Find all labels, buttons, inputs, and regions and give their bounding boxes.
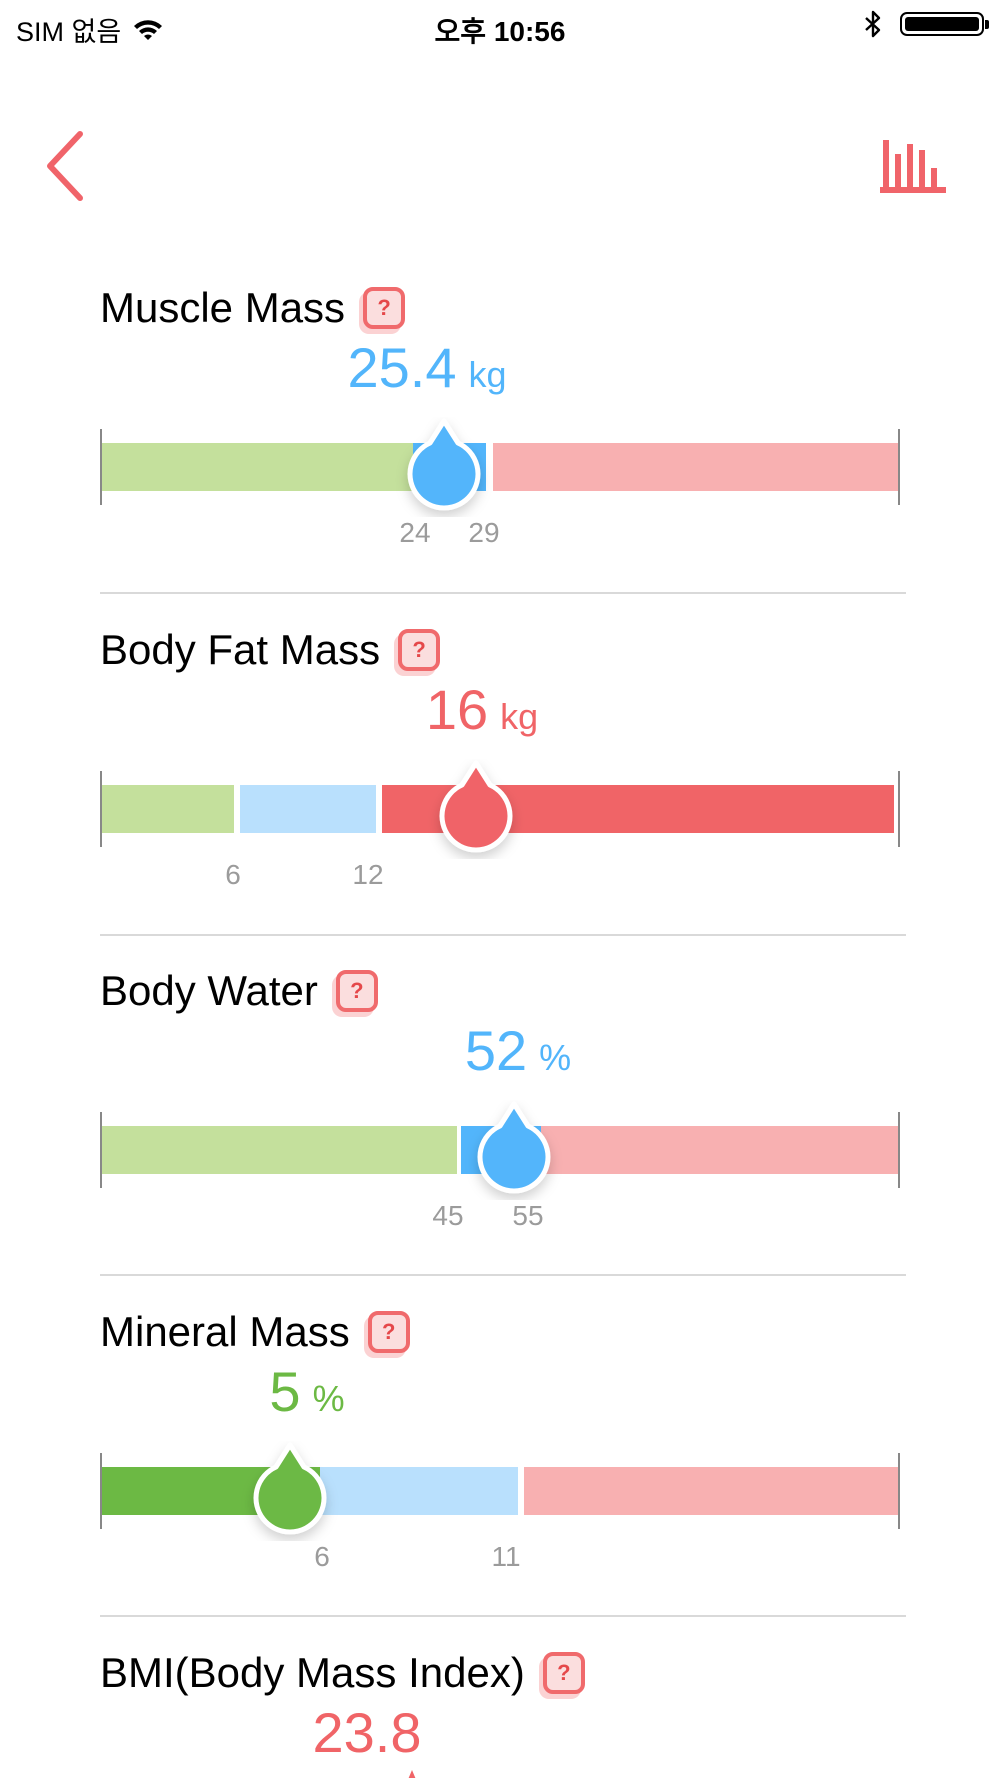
body-water-high-range xyxy=(541,1126,900,1174)
section-divider xyxy=(100,592,906,594)
mineral-mass-help-button[interactable]: ? xyxy=(367,1311,410,1353)
mineral-mass-number: 5 xyxy=(269,1360,301,1423)
body-water-section: Body Water ? 52% 45 55 xyxy=(100,966,900,1231)
body-water-title-row: Body Water ? xyxy=(100,966,378,1016)
muscle-mass-low-range xyxy=(100,443,413,491)
body-water-help-button[interactable]: ? xyxy=(335,970,378,1012)
muscle-mass-threshold-high: 29 xyxy=(468,517,500,548)
body-water-threshold-low: 45 xyxy=(432,1200,464,1231)
status-left: SIM 없음 xyxy=(16,10,165,49)
body-fat-mass-value: 16 kg xyxy=(426,677,538,742)
body-water-unit: % xyxy=(539,1037,572,1078)
body-fat-mass-title: Body Fat Mass xyxy=(100,626,381,673)
body-water-threshold-high: 55 xyxy=(512,1200,544,1231)
bmi-title-row: BMI(Body Mass Index) ? xyxy=(100,1648,585,1698)
section-divider xyxy=(100,934,906,936)
mineral-mass-title-row: Mineral Mass ? xyxy=(100,1307,410,1357)
section-divider xyxy=(100,1274,906,1276)
battery-icon xyxy=(900,12,989,36)
mineral-mass-section: Mineral Mass ? 5% 6 11 xyxy=(100,1307,900,1572)
body-water-title: Body Water xyxy=(100,967,318,1014)
mineral-mass-unit: % xyxy=(312,1378,345,1419)
bar-end-line xyxy=(898,429,900,505)
chart-button[interactable] xyxy=(880,132,952,194)
bluetooth-icon xyxy=(865,10,881,38)
bar-chart-icon xyxy=(880,140,946,193)
mineral-mass-bar xyxy=(100,1453,900,1529)
status-right xyxy=(864,10,989,38)
body-water-value: 52% xyxy=(465,1018,571,1083)
bar-start-line xyxy=(100,429,102,505)
chevron-left-icon xyxy=(47,131,83,201)
muscle-mass-high-range xyxy=(493,443,900,491)
body-fat-mass-title-row: Body Fat Mass ? xyxy=(100,625,441,675)
mineral-mass-threshold-high: 11 xyxy=(491,1541,521,1572)
mineral-mass-normal-range xyxy=(320,1467,518,1515)
muscle-mass-help-button[interactable]: ? xyxy=(363,287,406,329)
bar-start-line xyxy=(100,771,102,847)
bar-end-line xyxy=(898,1453,900,1529)
mineral-mass-high-range xyxy=(524,1467,900,1515)
wifi-icon xyxy=(134,19,163,40)
mineral-mass-value: 5% xyxy=(269,1359,344,1424)
mineral-mass-marker[interactable] xyxy=(240,1441,340,1541)
body-fat-mass-threshold-high: 12 xyxy=(352,859,384,890)
body-water-number: 52 xyxy=(464,1019,528,1082)
mineral-mass-title: Mineral Mass xyxy=(100,1308,350,1355)
muscle-mass-section: Muscle Mass ? 25.4 kg 24 29 xyxy=(100,283,900,548)
body-fat-mass-unit: kg xyxy=(500,696,539,737)
muscle-mass-bar xyxy=(100,429,900,505)
muscle-mass-title-row: Muscle Mass ? xyxy=(100,283,406,333)
status-time: 오후 10:56 xyxy=(434,16,566,47)
muscle-mass-title: Muscle Mass xyxy=(100,284,346,331)
carrier-label: SIM 없음 xyxy=(16,17,122,47)
muscle-mass-marker[interactable] xyxy=(394,417,494,517)
bmi-value: 23.8 xyxy=(313,1700,422,1765)
bar-end-line xyxy=(898,771,900,847)
bar-start-line xyxy=(100,1453,102,1529)
body-water-marker[interactable] xyxy=(464,1100,564,1200)
bmi-marker[interactable] xyxy=(392,1769,432,1778)
bmi-number: 23.8 xyxy=(312,1701,422,1764)
bmi-section: BMI(Body Mass Index) ? 23.8 xyxy=(100,1648,900,1778)
body-fat-mass-number: 16 xyxy=(425,678,489,741)
body-fat-mass-section: Body Fat Mass ? 16 kg 6 12 xyxy=(100,625,900,890)
back-button[interactable] xyxy=(38,126,94,206)
body-fat-mass-bar xyxy=(100,771,900,847)
body-fat-mass-normal-range xyxy=(240,785,376,833)
section-divider xyxy=(100,1615,906,1617)
bar-end-line xyxy=(898,1112,900,1188)
bmi-help-button[interactable]: ? xyxy=(542,1652,585,1694)
status-bar: SIM 없음 오후 10:56 xyxy=(0,0,1000,56)
mineral-mass-threshold-low: 6 xyxy=(314,1541,330,1572)
muscle-mass-value: 25.4 kg xyxy=(347,335,506,400)
bmi-title: BMI(Body Mass Index) xyxy=(100,1649,525,1696)
muscle-mass-number: 25.4 xyxy=(347,336,457,399)
muscle-mass-unit: kg xyxy=(468,354,507,395)
bar-start-line xyxy=(100,1112,102,1188)
body-fat-mass-threshold-low: 6 xyxy=(225,859,241,890)
muscle-mass-threshold-low: 24 xyxy=(399,517,431,548)
body-fat-mass-marker[interactable] xyxy=(426,759,526,859)
body-fat-mass-help-button[interactable]: ? xyxy=(398,629,441,671)
body-fat-mass-low-range xyxy=(100,785,234,833)
body-water-low-range xyxy=(100,1126,457,1174)
